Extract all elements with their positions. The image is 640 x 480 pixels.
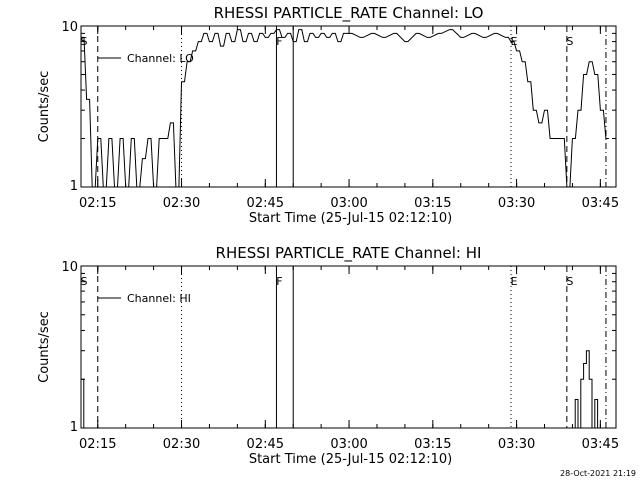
x-tick-label: 03:15	[414, 196, 451, 211]
x-tick-label: 02:30	[163, 196, 200, 211]
legend-label: Channel: HI	[127, 292, 191, 305]
y-tick-label: 10	[61, 260, 78, 275]
x-tick-label: 02:15	[79, 196, 116, 211]
data-series-line	[81, 29, 609, 188]
event-marker-label: E	[511, 275, 518, 288]
event-marker-label: S	[81, 275, 88, 288]
x-tick-label: 03:30	[498, 196, 535, 211]
plot-frame	[80, 265, 617, 429]
legend-label: Channel: LO	[127, 52, 194, 65]
y-tick-label: 1	[70, 420, 78, 435]
panel-channel-hi: RHESSI PARTICLE_RATE Channel: HI 10 1 Count…	[37, 244, 619, 467]
x-tick-label: 03:00	[330, 437, 367, 452]
x-tick-label: 03:45	[582, 196, 619, 211]
panel-channel-lo: RHESSI PARTICLE_RATE Channel: LO 10 1 Count…	[37, 4, 619, 226]
y-tick-label: 10	[61, 20, 78, 35]
event-marker-label: S	[566, 35, 573, 48]
x-axis-label: Start Time (25-Jul-15 02:12:10)	[249, 452, 452, 467]
x-axis-label: Start Time (25-Jul-15 02:12:10)	[249, 211, 452, 226]
x-tick-label: 02:45	[247, 437, 284, 452]
x-tick-label: 03:30	[498, 437, 535, 452]
y-axis-label: Counts/sec	[37, 311, 52, 383]
x-tick-label: 03:00	[330, 196, 367, 211]
data-series-line	[81, 350, 604, 429]
plot-frame	[80, 25, 617, 188]
event-marker-label: S	[566, 275, 573, 288]
y-tick-label: 1	[70, 179, 78, 194]
chart-title: RHESSI PARTICLE_RATE Channel: LO	[214, 4, 484, 23]
event-marker-label: F	[276, 35, 282, 48]
x-tick-label: 03:15	[414, 437, 451, 452]
chart-title: RHESSI PARTICLE_RATE Channel: HI	[216, 244, 482, 263]
footer-timestamp: 28-Oct-2021 21:19	[560, 469, 636, 478]
event-marker-label: F	[276, 275, 282, 288]
x-tick-label: 02:45	[247, 196, 284, 211]
x-tick-label: 02:15	[79, 437, 116, 452]
y-axis-label: Counts/sec	[37, 71, 52, 143]
x-tick-label: 02:30	[163, 437, 200, 452]
x-tick-label: 03:45	[582, 437, 619, 452]
